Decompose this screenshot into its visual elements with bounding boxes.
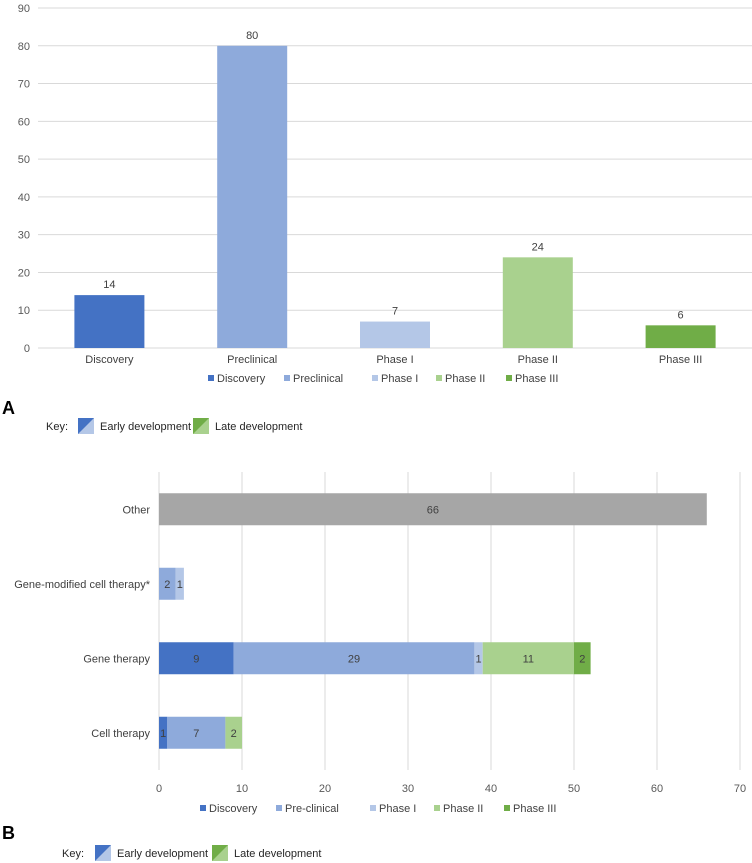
y-tick-label: 30 <box>18 230 30 242</box>
key-label: Key: <box>62 848 84 860</box>
bar <box>360 321 430 348</box>
x-tick-label: Phase III <box>659 354 702 366</box>
data-label: 7 <box>193 728 199 740</box>
early-development-swatch <box>78 418 94 434</box>
data-label: 66 <box>427 504 439 516</box>
bar-segment <box>159 493 707 526</box>
late-development-swatch <box>212 845 228 861</box>
y-tick-label: 80 <box>18 41 30 53</box>
legend-swatch <box>504 805 510 811</box>
y-tick-label: Gene therapy <box>83 653 150 665</box>
legend-swatch <box>284 375 290 381</box>
y-tick-label: 70 <box>18 79 30 91</box>
x-tick-label: 40 <box>485 783 497 795</box>
legend-label: Phase II <box>443 803 483 815</box>
key-early-label: Early development <box>100 421 191 433</box>
legend-swatch <box>208 375 214 381</box>
y-tick-label: 90 <box>18 3 30 15</box>
x-tick-label: 60 <box>651 783 663 795</box>
y-tick-label: Gene-modified cell therapy* <box>14 579 150 591</box>
bar-segment <box>474 642 483 675</box>
x-tick-label: Phase II <box>518 354 558 366</box>
x-tick-label: Phase I <box>376 354 413 366</box>
x-tick-label: 70 <box>734 783 746 795</box>
data-label: 6 <box>678 309 684 321</box>
legend-swatch <box>436 375 442 381</box>
bar <box>645 325 716 348</box>
y-tick-label: 0 <box>24 343 30 355</box>
bar-segment <box>159 642 234 675</box>
y-tick-label: 50 <box>18 154 30 166</box>
y-tick-label: Other <box>122 504 150 516</box>
bar-segment <box>167 716 226 749</box>
data-label: 1 <box>160 728 166 740</box>
data-label: 9 <box>193 653 199 665</box>
legend-label: Pre-clinical <box>285 803 339 815</box>
bar-segment <box>233 642 475 675</box>
data-label: 29 <box>348 653 360 665</box>
legend-swatch <box>434 805 440 811</box>
x-tick-label: 30 <box>402 783 414 795</box>
legend-label: Discovery <box>217 373 266 385</box>
swatch-dark <box>212 845 228 861</box>
legend-label: Phase I <box>381 373 418 385</box>
swatch-dark <box>193 418 209 434</box>
data-label: 80 <box>246 30 258 42</box>
data-label: 11 <box>523 653 534 665</box>
data-label: 7 <box>392 306 398 318</box>
bar-segment <box>159 567 176 600</box>
early-development-swatch <box>95 845 111 861</box>
bar-segment <box>159 716 168 749</box>
x-tick-label: Discovery <box>85 354 134 366</box>
chart-b: 0 10 20 30 40 50 60 70 Other 66 Gene-modified cell… <box>2 472 746 861</box>
key-early-label: Early development <box>117 848 208 860</box>
bar-segment <box>175 567 184 600</box>
swatch-dark <box>78 418 94 434</box>
x-tick-label: 20 <box>319 783 331 795</box>
data-label: 2 <box>579 653 585 665</box>
y-tick-label: Cell therapy <box>91 728 150 740</box>
data-label: 2 <box>231 728 237 740</box>
y-tick-label: 20 <box>18 267 30 279</box>
y-tick-label: 10 <box>18 305 30 317</box>
legend-label: Phase III <box>515 373 558 385</box>
legend-swatch <box>370 805 376 811</box>
legend-label: Phase III <box>513 803 556 815</box>
bar <box>502 257 573 348</box>
panel-letter: A <box>2 398 15 418</box>
x-tick-label: 50 <box>568 783 580 795</box>
bar-segment <box>482 642 574 675</box>
x-tick-label: 0 <box>156 783 162 795</box>
data-label: 1 <box>475 653 481 665</box>
legend-label: Discovery <box>209 803 258 815</box>
legend-label: Phase I <box>379 803 416 815</box>
legend-swatch <box>372 375 378 381</box>
bar <box>74 295 145 348</box>
x-tick-label: Preclinical <box>227 354 277 366</box>
key-late-label: Late development <box>234 848 321 860</box>
legend-swatch <box>506 375 512 381</box>
key-late-label: Late development <box>215 421 302 433</box>
legend-swatch <box>200 805 206 811</box>
legend-label: Preclinical <box>293 373 343 385</box>
data-label: 24 <box>532 241 544 253</box>
late-development-swatch <box>193 418 209 434</box>
swatch-dark <box>95 845 111 861</box>
legend-swatch <box>276 805 282 811</box>
x-tick-label: 10 <box>236 783 248 795</box>
key-label: Key: <box>46 421 68 433</box>
bar <box>217 45 288 349</box>
y-tick-label: 60 <box>18 116 30 128</box>
data-label: 1 <box>177 579 183 591</box>
y-tick-label: 40 <box>18 192 30 204</box>
panel-letter: B <box>2 823 15 843</box>
bar-segment <box>225 716 242 749</box>
chart-a: 0 10 20 30 40 50 60 70 80 90 14 Discovery 80 Preclini… <box>2 3 752 434</box>
legend-label: Phase II <box>445 373 485 385</box>
data-label: 14 <box>103 279 115 291</box>
data-label: 2 <box>164 579 170 591</box>
bar-segment <box>574 642 591 675</box>
